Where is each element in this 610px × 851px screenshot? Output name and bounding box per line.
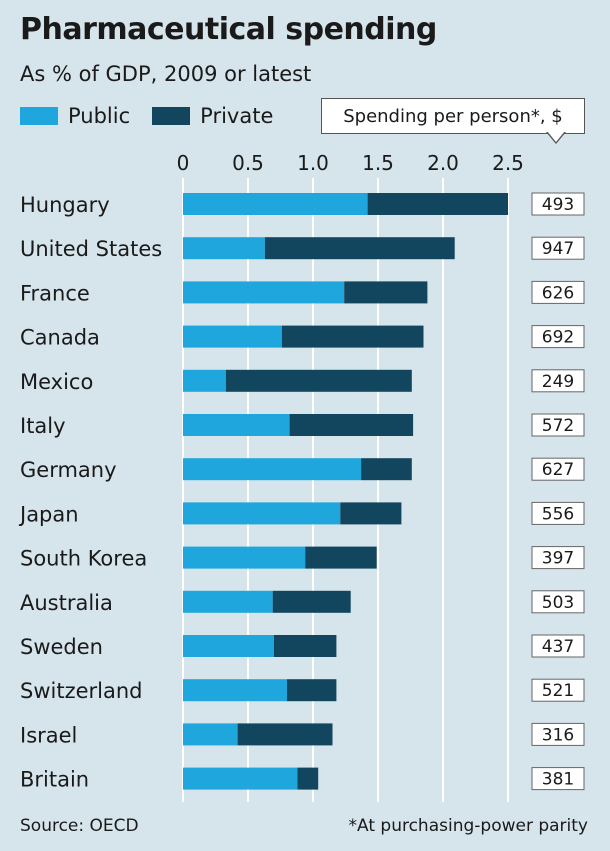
bar-public	[183, 193, 368, 215]
bar-chart: 0 0.5 1.0 1.5 2.0 2.5 Hungary 493 United States 9…	[18, 151, 585, 802]
bar-private	[305, 546, 377, 569]
x-tick-label: 0	[177, 151, 190, 175]
legend: Public Private	[20, 104, 295, 128]
per-person-value-box	[531, 325, 585, 349]
per-person-value-box	[531, 501, 585, 525]
category-label: Italy	[20, 414, 66, 438]
bar-public	[183, 635, 274, 657]
bar-public	[183, 325, 282, 348]
per-person-value-box	[531, 369, 585, 393]
category-label: Hungary	[20, 193, 110, 217]
per-person-value-box	[531, 546, 585, 570]
per-person-value: 692	[542, 328, 574, 348]
chart-title: Pharmaceutical spending	[20, 12, 437, 47]
bar-public	[183, 590, 273, 613]
bar-private	[225, 369, 412, 392]
per-person-value: 437	[542, 637, 574, 657]
category-label: Canada	[20, 326, 100, 350]
bar-private	[297, 767, 319, 790]
bar-private	[281, 325, 424, 348]
bar-private	[264, 237, 455, 260]
x-tick-label: 1.5	[362, 151, 394, 175]
legend-swatch-private	[152, 107, 191, 125]
bar-public	[183, 369, 226, 392]
per-person-value-box	[531, 413, 585, 437]
per-person-value: 556	[542, 504, 574, 524]
per-person-value: 503	[542, 593, 574, 613]
bar-public	[183, 546, 306, 569]
category-label: Japan	[18, 502, 79, 526]
per-person-value: 316	[542, 725, 574, 745]
per-person-value: 572	[542, 416, 574, 436]
category-label: Switzerland	[20, 679, 143, 703]
per-person-value-box	[531, 634, 585, 658]
legend-swatch-public	[20, 107, 58, 125]
bar-private	[361, 458, 412, 481]
per-person-value-box	[531, 590, 585, 614]
bar-private	[274, 635, 337, 657]
footnote: *At purchasing-power parity	[348, 816, 589, 836]
per-person-value: 397	[542, 549, 574, 569]
category-label: Germany	[20, 458, 117, 482]
bar-public	[183, 414, 290, 436]
bar-public	[183, 281, 345, 304]
x-tick-label: 0.5	[232, 151, 264, 175]
per-person-header: Spending per person*, $	[321, 98, 585, 134]
bar-public	[183, 767, 298, 790]
per-person-value: 521	[542, 681, 574, 701]
category-label: Britain	[20, 768, 89, 792]
bar-private	[237, 723, 333, 746]
per-person-value-box	[531, 280, 585, 304]
bar-public	[183, 458, 362, 481]
bar-public	[183, 723, 238, 746]
per-person-value-box	[531, 192, 585, 216]
per-person-value: 493	[542, 195, 574, 215]
per-person-value-box	[531, 767, 585, 791]
x-tick-label: 2.0	[427, 151, 459, 175]
category-label: Israel	[20, 723, 77, 747]
per-person-value-box	[531, 457, 585, 481]
category-label: France	[20, 281, 90, 305]
source-note: Source: OECD	[20, 816, 139, 836]
category-label: Australia	[20, 591, 113, 615]
x-tick-label: 2.5	[492, 151, 524, 175]
legend-label-private: Private	[200, 104, 274, 128]
bar-private	[272, 590, 351, 613]
category-label: Sweden	[20, 635, 103, 659]
per-person-value: 627	[542, 460, 574, 480]
bar-private	[289, 414, 414, 436]
category-label: South Korea	[20, 547, 147, 571]
bar-public	[183, 679, 287, 702]
per-person-value-box	[531, 678, 585, 702]
per-person-value: 626	[542, 283, 574, 303]
bar-private	[287, 679, 337, 702]
category-label: Mexico	[20, 370, 93, 394]
legend-label-public: Public	[68, 104, 131, 128]
per-person-value: 947	[542, 239, 574, 259]
per-person-value: 249	[542, 372, 574, 392]
bar-private	[367, 193, 508, 215]
bar-private	[344, 281, 428, 304]
bar-private	[340, 502, 402, 525]
bar-public	[183, 237, 265, 260]
bar-public	[183, 502, 341, 525]
per-person-value-box	[531, 236, 585, 260]
per-person-value-box	[531, 722, 585, 746]
category-label: United States	[20, 237, 162, 261]
chart-subtitle: As % of GDP, 2009 or latest	[20, 62, 312, 86]
x-tick-label: 1.0	[297, 151, 329, 175]
per-person-value: 381	[542, 770, 574, 790]
